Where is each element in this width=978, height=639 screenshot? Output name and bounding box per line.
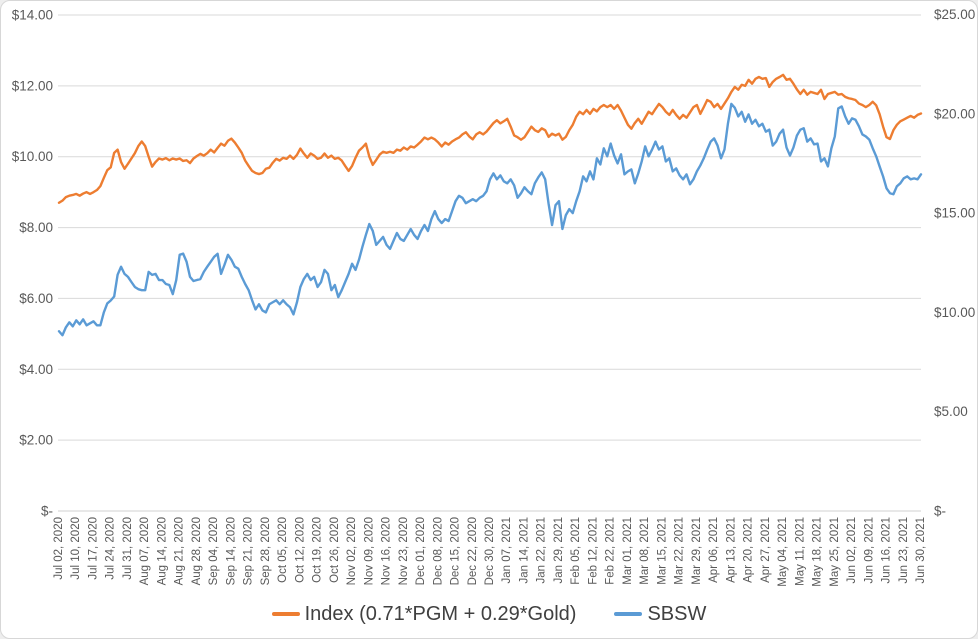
x-axis-tick-label: Mar 22, 2021 bbox=[674, 517, 686, 585]
x-axis-tick-label: Dec 15, 2020 bbox=[450, 517, 462, 585]
x-axis-tick-label: Nov 16, 2020 bbox=[381, 517, 393, 585]
x-axis-tick-label: Oct 05, 2020 bbox=[277, 517, 289, 583]
y-axis-left-tick-label: $2.00 bbox=[19, 433, 53, 448]
y-axis-right-tick-label: $10.00 bbox=[934, 305, 975, 320]
legend-label-index: Index (0.71*PGM + 0.29*Gold) bbox=[304, 602, 577, 625]
x-axis-tick-label: Apr 13, 2021 bbox=[725, 517, 737, 583]
y-axis-left-tick-label: $8.00 bbox=[19, 220, 53, 235]
x-axis-tick-label: Nov 02, 2020 bbox=[346, 517, 358, 585]
x-axis-tick-label: Mar 15, 2021 bbox=[656, 517, 668, 585]
x-axis-tick-label: Sep 21, 2020 bbox=[243, 517, 255, 585]
x-axis-tick-label: Nov 23, 2020 bbox=[398, 517, 410, 585]
x-axis-tick-label: Dec 30, 2020 bbox=[484, 517, 496, 585]
x-axis-tick-label: Apr 06, 2021 bbox=[708, 517, 720, 583]
x-axis-tick-label: Jun 02, 2021 bbox=[846, 517, 858, 584]
x-axis-tick-label: Mar 29, 2021 bbox=[691, 517, 703, 585]
x-axis-tick-label: Nov 09, 2020 bbox=[363, 517, 375, 585]
y-axis-left-tick-label: $14.00 bbox=[12, 8, 53, 23]
x-axis-tick-label: Apr 27, 2021 bbox=[760, 517, 772, 583]
x-axis-tick-label: Oct 19, 2020 bbox=[312, 517, 324, 583]
x-axis-tick-label: Jul 24, 2020 bbox=[105, 517, 117, 580]
y-axis-right-tick-label: $25.00 bbox=[934, 7, 975, 22]
y-axis-right-tick-label: $5.00 bbox=[934, 404, 968, 419]
legend-label-sbsw: SBSW bbox=[647, 602, 707, 625]
y-axis-right-tick-label: $- bbox=[934, 504, 946, 519]
x-axis-tick-label: May 18, 2021 bbox=[812, 517, 824, 587]
x-axis-tick-label: Jan 14, 2021 bbox=[518, 517, 530, 584]
x-axis-tick-label: Jun 30, 2021 bbox=[915, 517, 927, 584]
x-axis-tick-label: Dec 22, 2020 bbox=[467, 517, 479, 585]
x-axis-tick-label: Feb 22, 2021 bbox=[605, 517, 617, 585]
y-axis-left-tick-label: $4.00 bbox=[19, 362, 53, 377]
y-axis-left-tick-label: $6.00 bbox=[19, 291, 53, 306]
x-axis-tick-label: Mar 01, 2021 bbox=[622, 517, 634, 585]
x-axis-tick-label: Apr 20, 2021 bbox=[743, 517, 755, 583]
x-axis-tick-label: Jul 31, 2020 bbox=[122, 517, 134, 580]
x-axis-tick-label: Dec 08, 2020 bbox=[432, 517, 444, 585]
x-axis-tick-label: Sep 28, 2020 bbox=[260, 517, 272, 585]
x-axis-tick-label: Sep 04, 2020 bbox=[208, 517, 220, 585]
x-axis-tick-label: Aug 28, 2020 bbox=[191, 517, 203, 585]
x-axis-tick-label: Jul 10, 2020 bbox=[70, 517, 82, 580]
index-line-swatch bbox=[271, 612, 300, 616]
x-axis-tick-label: Jul 02, 2020 bbox=[53, 517, 65, 580]
x-axis-tick-label: Jun 23, 2021 bbox=[898, 517, 910, 584]
x-axis-tick-label: May 04, 2021 bbox=[777, 517, 789, 587]
x-axis-tick-label: Dec 01, 2020 bbox=[415, 517, 427, 585]
y-axis-right-tick-label: $15.00 bbox=[934, 206, 975, 221]
x-axis-tick-label: Aug 07, 2020 bbox=[139, 517, 151, 585]
legend-item-sbsw: SBSW bbox=[614, 603, 706, 626]
x-axis-tick-label: Oct 12, 2020 bbox=[294, 517, 306, 583]
index-series-line bbox=[57, 73, 923, 204]
y-axis-left-tick-label: $10.00 bbox=[12, 149, 53, 164]
x-axis-tick-label: Jul 17, 2020 bbox=[87, 517, 99, 580]
x-axis-tick-label: Jun 09, 2021 bbox=[863, 517, 875, 584]
legend-item-index: Index (0.71*PGM + 0.29*Gold) bbox=[271, 602, 577, 626]
x-axis-tick-label: Feb 05, 2021 bbox=[570, 517, 582, 585]
legend: Index (0.71*PGM + 0.29*Gold) SBSW bbox=[1, 598, 977, 630]
x-axis-tick-label: May 25, 2021 bbox=[829, 517, 841, 587]
x-axis-tick-label: Aug 14, 2020 bbox=[156, 517, 168, 585]
x-axis-tick-label: Mar 08, 2021 bbox=[639, 517, 651, 585]
sbsw-series-line bbox=[57, 102, 923, 337]
x-axis-tick-label: May 11, 2021 bbox=[794, 517, 806, 586]
x-axis-tick-label: Aug 21, 2020 bbox=[174, 517, 186, 585]
y-axis-left-tick-label: $12.00 bbox=[12, 78, 53, 93]
x-axis-tick-label: Jan 29, 2021 bbox=[553, 517, 565, 584]
sbsw-line-swatch bbox=[614, 612, 643, 616]
x-axis-tick-label: Jun 16, 2021 bbox=[881, 517, 893, 584]
x-axis-tick-label: Jan 07, 2021 bbox=[501, 517, 513, 584]
x-axis-tick-label: Jan 22, 2021 bbox=[536, 517, 548, 584]
x-axis-tick-label: Sep 14, 2020 bbox=[225, 517, 237, 585]
y-axis-left-tick-label: $- bbox=[41, 504, 53, 519]
x-axis-tick-label: Feb 12, 2021 bbox=[587, 517, 599, 585]
x-axis-tick-label: Oct 26, 2020 bbox=[329, 517, 341, 583]
y-axis-right-tick-label: $20.00 bbox=[934, 106, 975, 121]
